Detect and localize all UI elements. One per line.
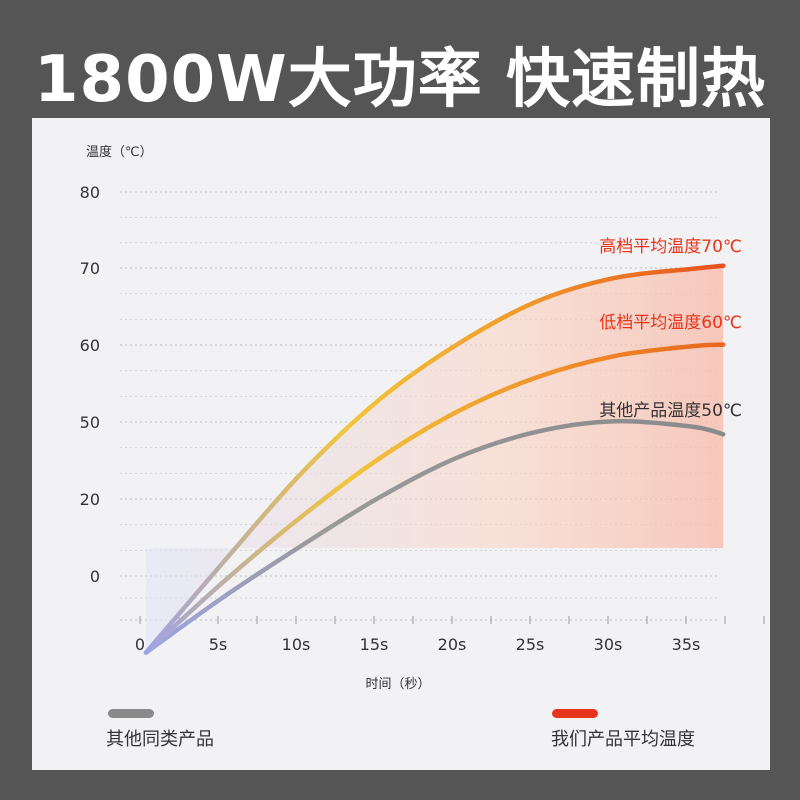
- legend-swatch-ours: [552, 709, 598, 718]
- x-tick-label: 5s: [209, 635, 228, 654]
- x-tick-label: 10s: [282, 635, 311, 654]
- x-tick-label: 20s: [438, 635, 467, 654]
- legend-label-ours: 我们产品平均温度: [551, 729, 695, 750]
- x-tick-label: 15s: [360, 635, 389, 654]
- annotation-high: 高档平均温度70℃: [599, 237, 742, 257]
- series-line-low: [143, 342, 726, 655]
- legend-label-other: 其他同类产品: [106, 729, 214, 750]
- annotation-low: 低档平均温度60℃: [599, 313, 742, 333]
- y-tick-label: 50: [80, 413, 100, 432]
- y-tick-label: 80: [80, 183, 100, 202]
- x-tick-label: 0: [135, 635, 145, 654]
- series-line-other: [143, 418, 726, 655]
- headline: 1800W大功率 快速制热: [34, 43, 766, 117]
- y-tick-label: 0: [90, 567, 100, 586]
- annotation-other: 其他产品温度50℃: [599, 401, 742, 421]
- y-tick-label: 20: [80, 490, 100, 509]
- legend-swatch-other: [108, 709, 154, 718]
- x-axis-label: 时间（秒）: [365, 677, 430, 692]
- y-tick-label: 70: [80, 259, 100, 278]
- x-tick-label: 35s: [672, 635, 701, 654]
- y-tick-label: 60: [80, 336, 100, 355]
- x-tick-label: 25s: [516, 635, 545, 654]
- series-line-high: [143, 263, 726, 655]
- y-axis-label: 温度（℃）: [86, 144, 153, 160]
- x-tick-label: 30s: [594, 635, 623, 654]
